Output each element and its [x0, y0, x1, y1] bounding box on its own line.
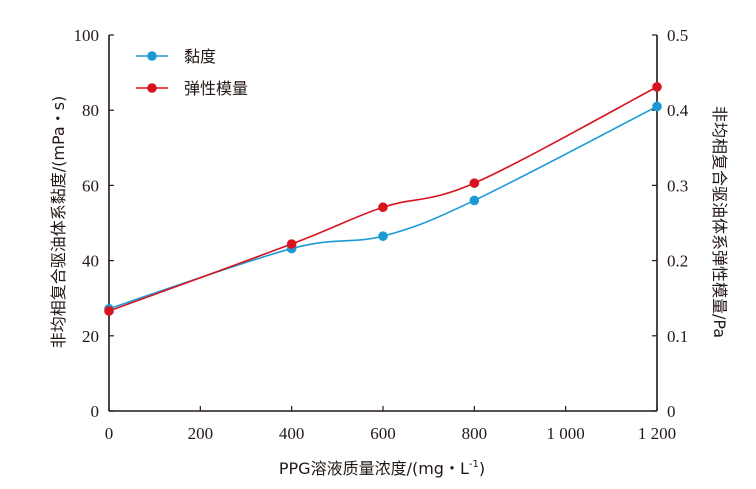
legend-label-viscosity: 黏度 — [184, 47, 216, 66]
x-axis-title-end: ) — [479, 459, 485, 478]
y-tick-label-right: 0.4 — [667, 101, 689, 120]
data-point-series-1 — [652, 82, 662, 92]
y-tick-label-left: 20 — [82, 327, 99, 346]
x-tick-label: 1 200 — [638, 424, 676, 443]
x-tick-label: 600 — [370, 424, 396, 443]
y-ticks-right: 0 0.1 0.2 0.3 0.4 0.5 — [652, 26, 689, 421]
data-point-series-0 — [652, 101, 662, 112]
legend-label-modulus: 弹性模量 — [184, 79, 248, 98]
x-ticks: 0 200 400 600 800 1 000 1 200 — [105, 406, 676, 443]
y-tick-label-left: 60 — [82, 176, 99, 195]
y-tick-label-right: 0.1 — [667, 327, 688, 346]
series-lines — [108, 86, 658, 312]
y-tick-label-right: 0 — [667, 402, 676, 421]
data-point-series-1 — [378, 202, 388, 213]
y-tick-label-left: 100 — [74, 26, 100, 45]
data-point-series-0 — [378, 231, 388, 241]
series-line-1 — [108, 86, 658, 312]
y-tick-label-left: 80 — [82, 101, 99, 120]
y-tick-label-left: 40 — [82, 252, 99, 271]
x-tick-label: 400 — [279, 424, 305, 443]
y-axis-title-left: 非均相复合驱油体系黏度/(mPa・s) — [49, 96, 68, 349]
x-axis-title: PPG溶液质量浓度/(mg・L-1) — [279, 459, 485, 478]
x-tick-label: 800 — [462, 424, 488, 443]
legend: 黏度 弹性模量 — [136, 47, 248, 98]
legend-marker-modulus — [147, 83, 157, 93]
x-tick-label: 0 — [105, 424, 114, 443]
y-tick-label-right: 0.5 — [667, 26, 688, 45]
y-axis-title-right: 非均相复合驱油体系弹性模量/Pa — [710, 106, 729, 338]
data-point-series-0 — [469, 195, 480, 206]
legend-marker-viscosity — [147, 51, 157, 61]
data-point-series-1 — [286, 239, 297, 249]
y-tick-label-right: 0.2 — [667, 252, 688, 271]
data-point-series-1 — [104, 306, 114, 316]
x-axis-title-main: PPG溶液质量浓度/(mg・L — [279, 459, 469, 478]
y-tick-label-right: 0.3 — [667, 176, 688, 195]
x-tick-label: 200 — [188, 424, 214, 443]
y-ticks-left: 0 20 40 60 80 100 — [74, 26, 114, 421]
x-tick-label: 1 000 — [547, 424, 585, 443]
y-tick-label-left: 0 — [91, 402, 100, 421]
x-axis-title-sup: -1 — [469, 459, 479, 470]
series-points — [104, 82, 662, 316]
data-point-series-1 — [469, 178, 480, 188]
